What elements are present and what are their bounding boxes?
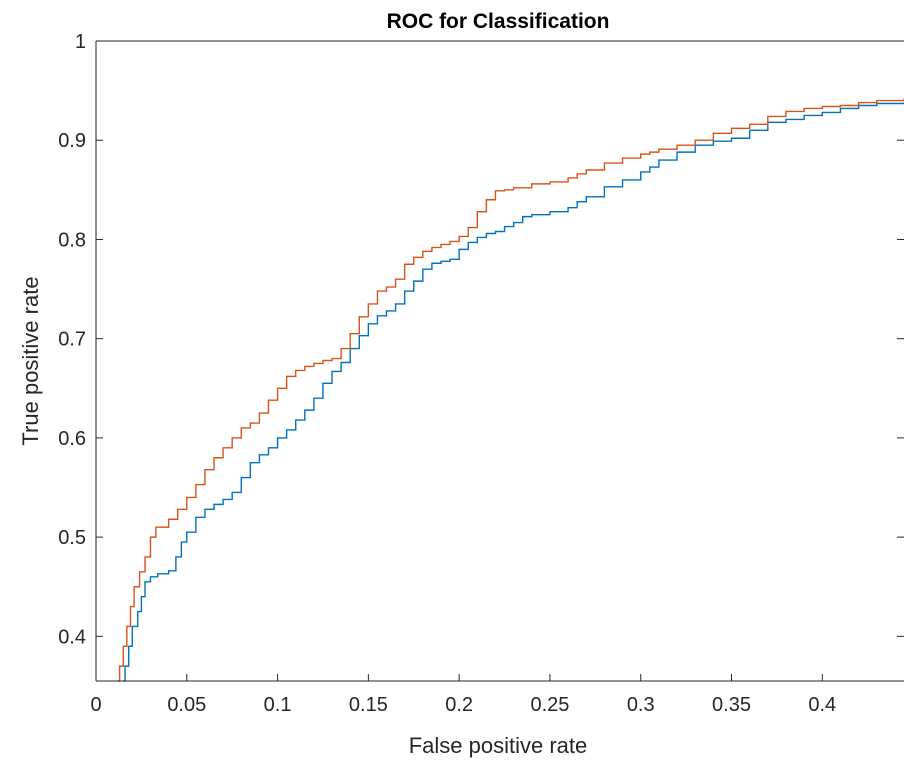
x-tick-label: 0.05 bbox=[167, 694, 206, 716]
x-axis-title: False positive rate bbox=[409, 733, 588, 758]
chart-title: ROC for Classification bbox=[387, 10, 610, 33]
y-tick-label: 0.5 bbox=[58, 527, 86, 549]
plot-background bbox=[96, 41, 904, 681]
y-tick-label: 0.4 bbox=[58, 626, 86, 648]
x-tick-label: 0.35 bbox=[712, 694, 751, 716]
x-tick-label: 0 bbox=[90, 694, 101, 716]
y-tick-label: 0.9 bbox=[58, 130, 86, 152]
x-tick-label: 0.1 bbox=[264, 694, 292, 716]
x-tick-label: 0.2 bbox=[445, 694, 473, 716]
x-tick-label: 0.4 bbox=[808, 694, 836, 716]
roc-series-line-1 bbox=[123, 102, 904, 682]
series-layer bbox=[117, 98, 904, 682]
y-ticks: 0.4 0.5 0.6 0.7 0.8 0.9 1 bbox=[58, 31, 904, 648]
roc-series-line-2 bbox=[117, 98, 904, 682]
x-tick-label: 0.25 bbox=[530, 694, 569, 716]
x-tick-label: 0.15 bbox=[349, 694, 388, 716]
x-tick-label: 0.3 bbox=[627, 694, 655, 716]
x-ticks: 0 0.05 0.1 0.15 0.2 0.25 0.3 0.35 0.4 bbox=[90, 674, 836, 716]
y-tick-label: 0.8 bbox=[58, 229, 86, 251]
y-axis-title: True positive rate bbox=[18, 276, 43, 445]
y-tick-label: 1 bbox=[75, 31, 86, 53]
y-tick-label: 0.6 bbox=[58, 428, 86, 450]
y-tick-label: 0.7 bbox=[58, 329, 86, 351]
plot-area: 0 0.05 0.1 0.15 0.2 0.25 0.3 0.35 0.4 0.40.50.60… bbox=[58, 31, 904, 716]
